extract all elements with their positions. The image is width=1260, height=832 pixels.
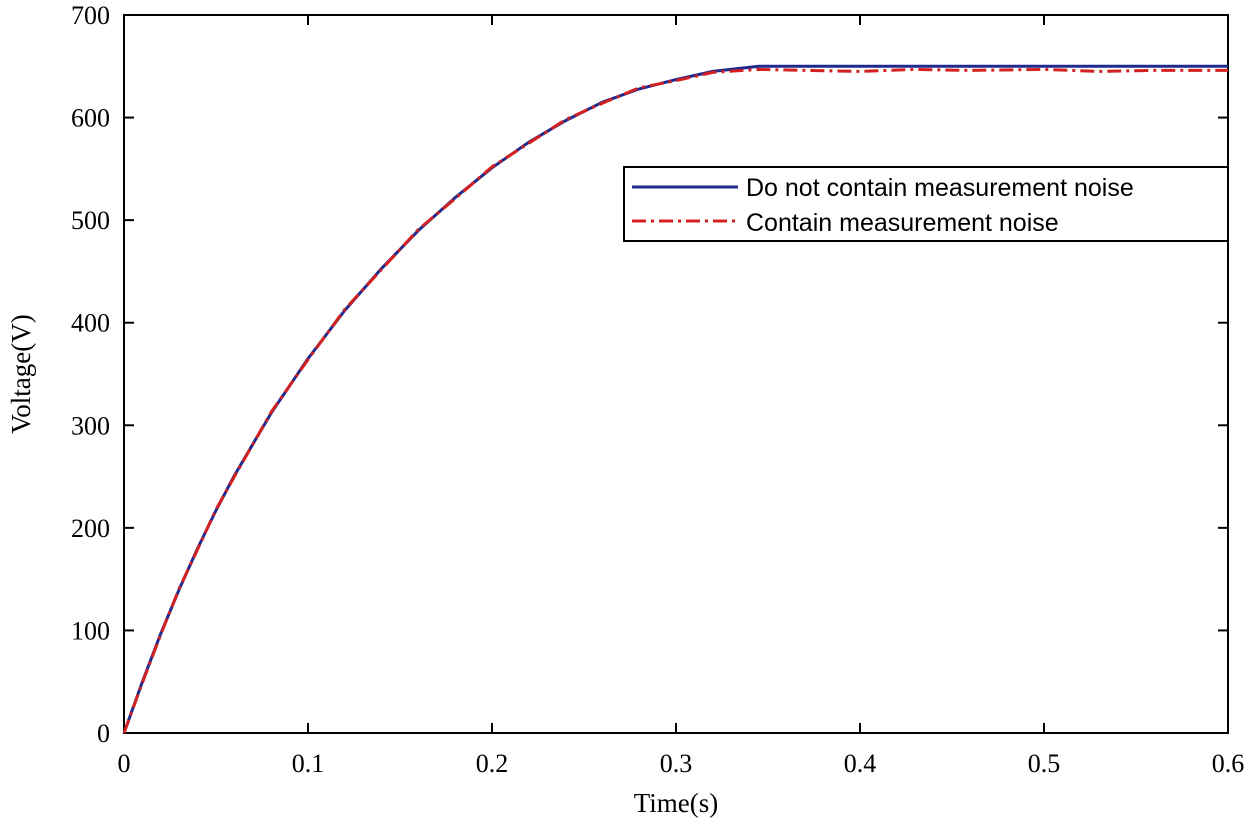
y-tick-label: 100 bbox=[71, 616, 110, 645]
x-tick-label: 0.4 bbox=[844, 749, 877, 778]
y-tick-label: 0 bbox=[97, 719, 110, 748]
legend-label-no-noise: Do not contain measurement noise bbox=[746, 174, 1134, 202]
x-tick-label: 0.6 bbox=[1212, 749, 1245, 778]
x-tick-label: 0 bbox=[118, 749, 131, 778]
y-tick-label: 600 bbox=[71, 104, 110, 133]
series-lines bbox=[122, 64, 1228, 734]
legend: Do not contain measurement noise Contain… bbox=[623, 166, 1229, 242]
x-tick-label: 0.3 bbox=[660, 749, 693, 778]
series-line-noise bbox=[122, 67, 1228, 734]
y-tick-label: 200 bbox=[71, 514, 110, 543]
x-tick-label: 0.5 bbox=[1028, 749, 1061, 778]
legend-label-noise: Contain measurement noise bbox=[746, 209, 1059, 237]
y-tick-label: 400 bbox=[71, 309, 110, 338]
y-tick-label: 500 bbox=[71, 206, 110, 235]
y-axis-label: Voltage(V) bbox=[6, 314, 36, 433]
x-tick-label: 0.2 bbox=[476, 749, 509, 778]
axis-ticks: 0 0.1 0.2 0.3 0.4 0.5 0.6 0 100 200 300 400 500 600 70… bbox=[71, 1, 1244, 778]
x-tick-label: 0.1 bbox=[292, 749, 325, 778]
y-tick-label: 700 bbox=[71, 1, 110, 30]
plot-area bbox=[123, 14, 1229, 734]
x-axis-label: Time(s) bbox=[634, 788, 719, 818]
y-tick-label: 300 bbox=[71, 411, 110, 440]
legend-box bbox=[623, 166, 1229, 242]
